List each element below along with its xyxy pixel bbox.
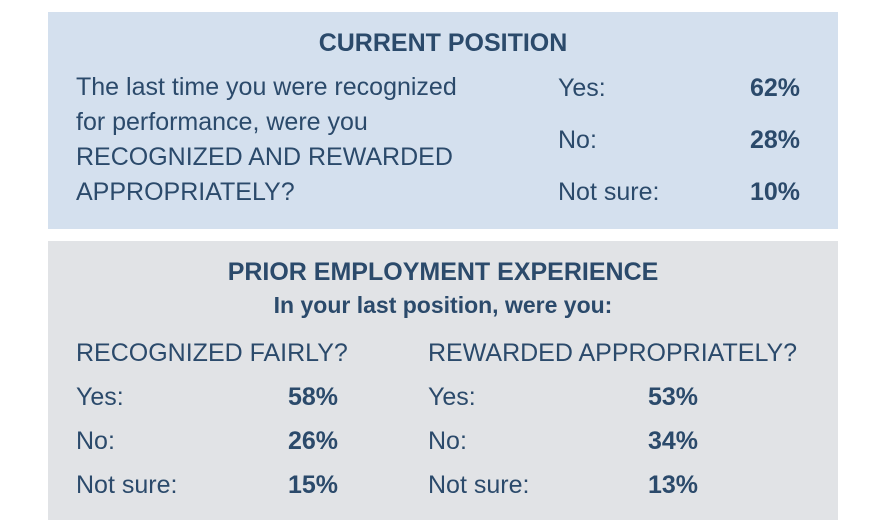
question-line: for performance, were you bbox=[76, 108, 368, 136]
recognized-value-no: 26% bbox=[287, 427, 338, 455]
column-heading-recognized: RECOGNIZED FAIRLY? bbox=[76, 339, 348, 367]
column-heading-rewarded: REWARDED APPROPRIATELY? bbox=[428, 339, 798, 367]
prior-employment-panel: PRIOR EMPLOYMENT EXPERIENCE In your last… bbox=[48, 241, 838, 520]
answer-label-not-sure: Not sure: bbox=[558, 178, 660, 206]
current-question: The last time you were recognized for pe… bbox=[76, 70, 546, 210]
rewarded-label-no: No: bbox=[428, 427, 467, 455]
question-line: APPROPRIATELY? bbox=[76, 178, 295, 206]
recognized-label-no: No: bbox=[76, 427, 115, 455]
recognized-value-yes: 58% bbox=[287, 383, 338, 411]
recognized-value-not-sure: 15% bbox=[287, 471, 338, 499]
current-position-title: CURRENT POSITION bbox=[318, 29, 568, 57]
rewarded-value-yes: 53% bbox=[647, 383, 698, 411]
question-line: The last time you were recognized bbox=[76, 73, 457, 101]
recognized-label-not-sure: Not sure: bbox=[76, 471, 178, 499]
answer-value-yes: 62% bbox=[749, 74, 800, 102]
question-line: RECOGNIZED AND REWARDED bbox=[76, 143, 453, 171]
prior-employment-title: PRIOR EMPLOYMENT EXPERIENCE bbox=[227, 258, 659, 286]
answer-value-not-sure: 10% bbox=[749, 178, 800, 206]
answer-label-no: No: bbox=[558, 126, 597, 154]
current-position-panel: CURRENT POSITION The last time you were … bbox=[48, 12, 838, 229]
answer-value-no: 28% bbox=[749, 126, 800, 154]
rewarded-value-no: 34% bbox=[647, 427, 698, 455]
rewarded-label-not-sure: Not sure: bbox=[428, 471, 530, 499]
prior-employment-subtitle: In your last position, were you: bbox=[273, 292, 613, 318]
recognized-label-yes: Yes: bbox=[76, 383, 124, 411]
rewarded-label-yes: Yes: bbox=[428, 383, 476, 411]
rewarded-value-not-sure: 13% bbox=[647, 471, 698, 499]
answer-label-yes: Yes: bbox=[558, 74, 606, 102]
